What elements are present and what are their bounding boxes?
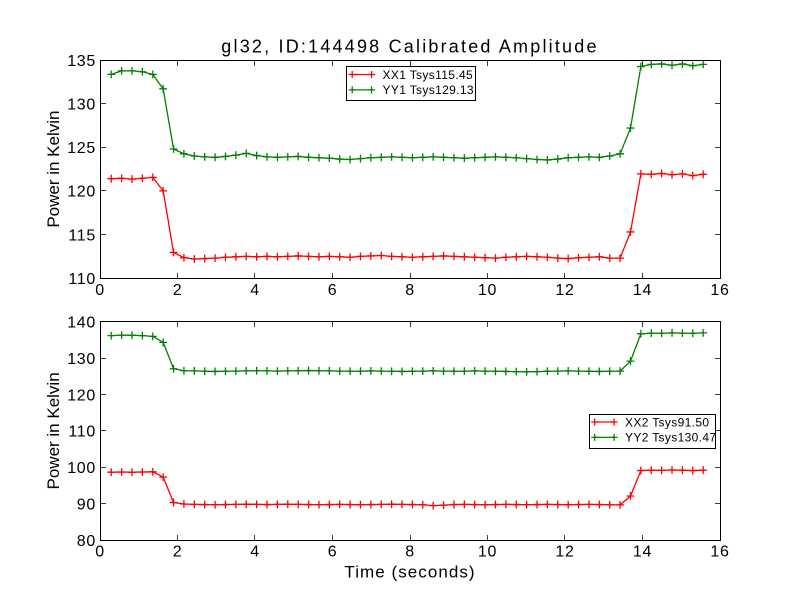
svg-text:gl32, ID:144498 Calibrated Amp: gl32, ID:144498 Calibrated Amplitude — [221, 37, 598, 57]
svg-text:12: 12 — [555, 544, 574, 561]
svg-text:80: 80 — [77, 533, 96, 550]
svg-text:130: 130 — [67, 96, 96, 113]
svg-text:XX2 Tsys91.50: XX2 Tsys91.50 — [625, 415, 709, 429]
svg-text:Power in Kelvin: Power in Kelvin — [44, 111, 63, 228]
svg-text:125: 125 — [67, 140, 96, 157]
svg-text:130: 130 — [67, 351, 96, 368]
svg-text:6: 6 — [328, 282, 338, 299]
svg-text:16: 16 — [710, 544, 729, 561]
svg-text:2: 2 — [173, 544, 183, 561]
svg-text:14: 14 — [633, 544, 652, 561]
svg-text:10: 10 — [478, 544, 497, 561]
svg-text:YY2 Tsys130.47: YY2 Tsys130.47 — [625, 431, 716, 445]
svg-text:140: 140 — [67, 315, 96, 332]
svg-text:YY1 Tsys129.13: YY1 Tsys129.13 — [383, 83, 474, 97]
svg-text:8: 8 — [405, 282, 415, 299]
svg-text:0: 0 — [95, 544, 105, 561]
svg-text:12: 12 — [555, 282, 574, 299]
svg-text:100: 100 — [67, 460, 96, 477]
svg-text:6: 6 — [328, 544, 338, 561]
svg-text:16: 16 — [710, 282, 729, 299]
svg-text:110: 110 — [68, 271, 96, 288]
svg-text:10: 10 — [478, 282, 497, 299]
svg-text:Time (seconds): Time (seconds) — [344, 563, 475, 582]
svg-text:4: 4 — [250, 544, 260, 561]
svg-text:2: 2 — [173, 282, 183, 299]
svg-text:135: 135 — [67, 53, 96, 70]
svg-text:Power in Kelvin: Power in Kelvin — [44, 372, 63, 489]
svg-text:0: 0 — [95, 282, 105, 299]
svg-text:XX1 Tsys115.45: XX1 Tsys115.45 — [383, 68, 474, 82]
svg-text:120: 120 — [67, 387, 96, 404]
svg-text:4: 4 — [250, 282, 260, 299]
svg-text:120: 120 — [67, 184, 96, 201]
svg-text:115: 115 — [68, 227, 96, 244]
svg-text:14: 14 — [633, 282, 652, 299]
svg-text:90: 90 — [77, 496, 96, 513]
svg-text:8: 8 — [405, 544, 415, 561]
svg-text:110: 110 — [68, 424, 96, 441]
